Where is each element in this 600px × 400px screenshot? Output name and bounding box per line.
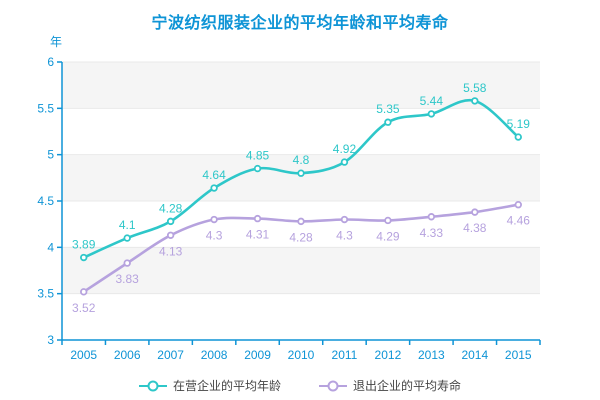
data-point-series1[interactable] [340, 158, 349, 166]
split-area-band [62, 154, 540, 201]
point-label-series1: 5.58 [463, 81, 487, 95]
chart-title: 宁波纺织服装企业的平均年龄和平均寿命 [151, 15, 449, 32]
data-point-series2[interactable] [80, 288, 88, 296]
point-label-series2: 4.33 [420, 226, 444, 240]
point-label-series2: 4.28 [289, 230, 313, 244]
x-tick-label: 2009 [244, 348, 271, 362]
data-point-series1[interactable] [80, 253, 88, 262]
data-point-series1[interactable] [384, 118, 392, 126]
y-axis-unit-label: 年 [50, 35, 63, 49]
y-tick-label: 4 [47, 240, 54, 254]
data-point-series1[interactable] [427, 110, 436, 118]
data-point-series1[interactable] [123, 234, 131, 242]
data-point-series2[interactable] [471, 208, 479, 216]
point-label-series2: 4.3 [336, 229, 353, 243]
point-label-series2: 4.3 [206, 229, 223, 243]
x-tick-label: 2015 [505, 348, 532, 362]
point-label-series1: 4.85 [246, 149, 270, 163]
x-tick-label: 2005 [70, 348, 97, 362]
data-point-series1[interactable] [514, 133, 522, 141]
data-point-series2[interactable] [340, 215, 349, 224]
point-label-series2: 4.38 [463, 221, 487, 235]
data-point-series2[interactable] [384, 216, 392, 225]
legend-label-series2: 退出企业的平均寿命 [353, 379, 462, 393]
point-label-series2: 4.29 [376, 229, 400, 243]
y-tick-label: 5.5 [37, 101, 54, 115]
data-point-series2[interactable] [123, 259, 131, 267]
data-point-series1[interactable] [471, 97, 479, 105]
data-point-series1[interactable] [253, 164, 262, 173]
y-tick-label: 6 [47, 55, 54, 69]
x-tick-label: 2008 [201, 348, 228, 362]
x-tick-label: 2013 [418, 348, 445, 362]
legend-item-series1[interactable]: 在营企业的平均年龄 [138, 377, 281, 394]
data-point-series1[interactable] [166, 217, 175, 226]
x-tick-label: 2010 [288, 348, 315, 362]
chart-legend: 在营企业的平均年龄 退出企业的平均寿命 [0, 377, 600, 394]
legend-line-icon-series1 [138, 380, 167, 391]
point-label-series1: 4.64 [202, 168, 226, 182]
point-label-series1: 4.1 [119, 218, 136, 232]
point-label-series2: 3.83 [116, 272, 140, 286]
point-label-series2: 4.13 [159, 244, 183, 258]
legend-item-series2[interactable]: 退出企业的平均寿命 [319, 377, 461, 394]
y-tick-label: 3.5 [37, 287, 54, 301]
point-label-series1: 3.89 [72, 238, 96, 252]
point-label-series2: 4.31 [246, 228, 270, 242]
legend-label-series1: 在营企业的平均年龄 [172, 379, 281, 393]
x-tick-label: 2011 [332, 348, 358, 362]
x-tick-label: 2012 [375, 348, 402, 362]
data-point-series1[interactable] [297, 169, 305, 177]
point-label-series1: 5.35 [376, 102, 400, 116]
x-tick-label: 2006 [114, 348, 141, 362]
split-area-band [62, 247, 540, 294]
data-point-series2[interactable] [253, 214, 262, 223]
data-point-series2[interactable] [166, 231, 175, 239]
y-tick-label: 5 [47, 148, 54, 162]
legend-line-icon-series2 [319, 380, 347, 391]
point-label-series1: 5.44 [420, 94, 444, 108]
point-label-series1: 4.92 [333, 142, 357, 156]
point-label-series1: 4.28 [159, 201, 183, 215]
x-tick-label: 2014 [461, 348, 488, 362]
data-point-series2[interactable] [210, 215, 218, 224]
y-tick-label: 3 [47, 333, 54, 347]
data-point-series2[interactable] [514, 201, 522, 209]
line-chart-canvas: 6 5.5 5 4.5 4 3.5 3 2005 2006 2007 2008 2009 2010 201… [37, 55, 541, 362]
point-label-series2: 3.52 [72, 301, 96, 315]
point-label-series2: 4.46 [507, 214, 531, 228]
data-point-series2[interactable] [297, 217, 305, 226]
y-tick-label: 4.5 [37, 194, 54, 208]
data-point-series2[interactable] [427, 213, 436, 221]
point-label-series1: 5.19 [507, 117, 531, 131]
data-point-series1[interactable] [210, 184, 218, 192]
point-label-series1: 4.8 [293, 153, 310, 167]
x-tick-label: 2007 [157, 348, 184, 362]
